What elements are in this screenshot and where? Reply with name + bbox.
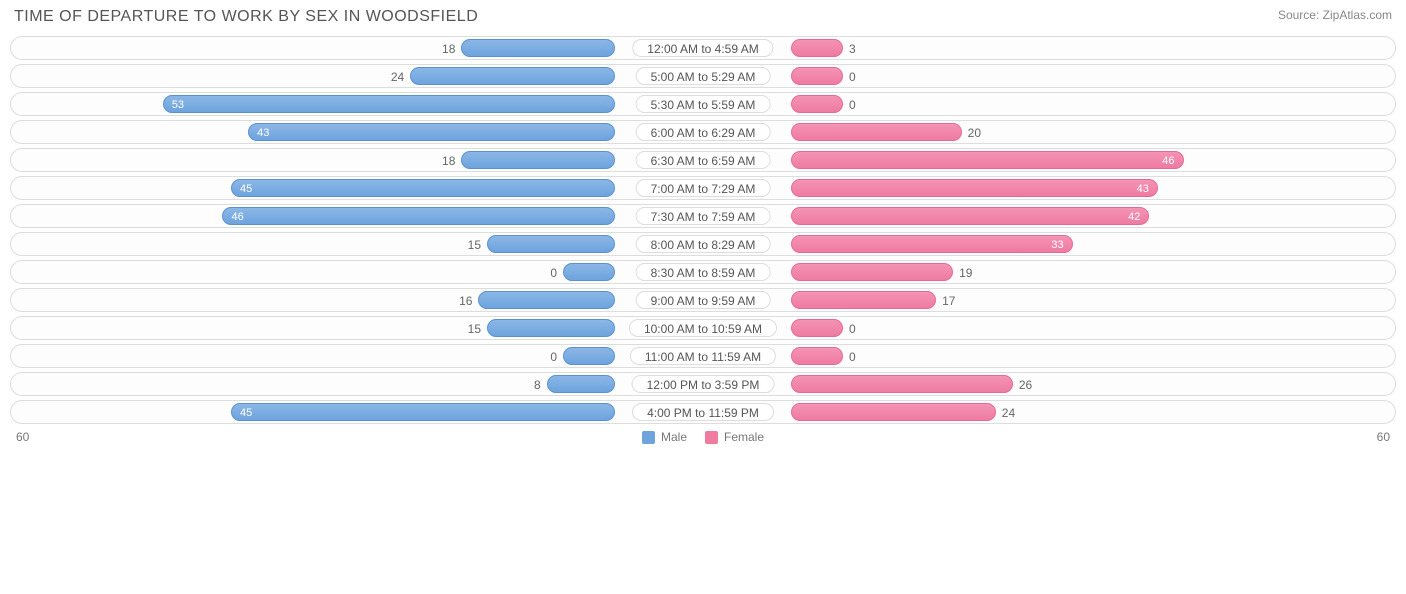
bar-male: 43 <box>248 123 615 141</box>
chart-footer: 60 Male Female 60 <box>10 430 1396 444</box>
bar-value-male: 8 <box>534 375 541 395</box>
chart-row: 16 17 9:00 AM to 9:59 AM <box>10 288 1396 312</box>
category-label: 11:00 AM to 11:59 AM <box>630 347 776 365</box>
bar-male <box>410 67 615 85</box>
category-label: 5:30 AM to 5:59 AM <box>636 95 771 113</box>
bar-value-male: 46 <box>231 208 243 226</box>
chart-row: 15 33 8:00 AM to 8:29 AM <box>10 232 1396 256</box>
category-label: 8:30 AM to 8:59 AM <box>636 263 771 281</box>
bar-male: 45 <box>231 179 615 197</box>
bar-female <box>791 291 936 309</box>
category-label: 10:00 AM to 10:59 AM <box>629 319 777 337</box>
bar-value-female: 42 <box>1128 208 1140 226</box>
bar-value-male: 0 <box>550 263 557 283</box>
bar-value-female: 43 <box>1137 180 1149 198</box>
chart-row: 45 24 4:00 PM to 11:59 PM <box>10 400 1396 424</box>
bar-value-female: 0 <box>849 67 856 87</box>
bar-male: 46 <box>222 207 615 225</box>
bar-male <box>478 291 615 309</box>
chart-rows: 18 3 12:00 AM to 4:59 AM 24 0 5:00 AM to 5:29… <box>10 36 1396 424</box>
bar-male: 53 <box>163 95 615 113</box>
bar-female <box>791 67 843 85</box>
bar-value-female: 26 <box>1019 375 1032 395</box>
bar-value-male: 15 <box>468 235 481 255</box>
bar-male <box>547 375 615 393</box>
bar-value-male: 0 <box>550 347 557 367</box>
bar-female: 46 <box>791 151 1184 169</box>
legend-label-female: Female <box>724 430 764 444</box>
bar-female <box>791 403 996 421</box>
bar-value-female: 0 <box>849 319 856 339</box>
category-label: 7:30 AM to 7:59 AM <box>636 207 771 225</box>
bar-female: 43 <box>791 179 1158 197</box>
bar-value-female: 0 <box>849 347 856 367</box>
bar-value-female: 24 <box>1002 403 1015 423</box>
bar-female <box>791 375 1013 393</box>
chart-row: 8 26 12:00 PM to 3:59 PM <box>10 372 1396 396</box>
chart-container: TIME OF DEPARTURE TO WORK BY SEX IN WOOD… <box>0 0 1406 448</box>
chart-row: 46 42 7:30 AM to 7:59 AM <box>10 204 1396 228</box>
chart-row: 43 20 6:00 AM to 6:29 AM <box>10 120 1396 144</box>
category-label: 12:00 AM to 4:59 AM <box>632 39 773 57</box>
legend: Male Female <box>642 430 764 444</box>
axis-left-max: 60 <box>16 430 29 444</box>
bar-male <box>461 151 615 169</box>
bar-male: 45 <box>231 403 615 421</box>
bar-value-female: 20 <box>968 123 981 143</box>
bar-value-female: 17 <box>942 291 955 311</box>
chart-row: 0 0 11:00 AM to 11:59 AM <box>10 344 1396 368</box>
chart-row: 15 0 10:00 AM to 10:59 AM <box>10 316 1396 340</box>
bar-value-male: 16 <box>459 291 472 311</box>
chart-row: 18 46 6:30 AM to 6:59 AM <box>10 148 1396 172</box>
chart-header: TIME OF DEPARTURE TO WORK BY SEX IN WOOD… <box>10 8 1396 26</box>
axis-right-max: 60 <box>1377 430 1390 444</box>
bar-male <box>461 39 615 57</box>
bar-value-male: 53 <box>172 96 184 114</box>
bar-value-male: 15 <box>468 319 481 339</box>
legend-item-female: Female <box>705 430 764 444</box>
bar-value-female: 33 <box>1051 236 1063 254</box>
category-label: 12:00 PM to 3:59 PM <box>632 375 775 393</box>
bar-value-female: 3 <box>849 39 856 59</box>
category-label: 4:00 PM to 11:59 PM <box>632 403 774 421</box>
bar-value-male: 18 <box>442 39 455 59</box>
chart-row: 45 43 7:00 AM to 7:29 AM <box>10 176 1396 200</box>
category-label: 7:00 AM to 7:29 AM <box>636 179 771 197</box>
bar-male <box>563 263 615 281</box>
chart-title: TIME OF DEPARTURE TO WORK BY SEX IN WOOD… <box>14 8 478 26</box>
legend-label-male: Male <box>661 430 687 444</box>
bar-female: 42 <box>791 207 1149 225</box>
category-label: 6:30 AM to 6:59 AM <box>636 151 771 169</box>
bar-female <box>791 347 843 365</box>
chart-row: 18 3 12:00 AM to 4:59 AM <box>10 36 1396 60</box>
bar-female: 33 <box>791 235 1073 253</box>
bar-female <box>791 123 962 141</box>
category-label: 6:00 AM to 6:29 AM <box>636 123 771 141</box>
bar-value-male: 45 <box>240 180 252 198</box>
bar-value-female: 46 <box>1162 152 1174 170</box>
bar-value-male: 45 <box>240 404 252 422</box>
chart-source: Source: ZipAtlas.com <box>1278 8 1392 22</box>
category-label: 5:00 AM to 5:29 AM <box>636 67 771 85</box>
category-label: 8:00 AM to 8:29 AM <box>636 235 771 253</box>
chart-row: 0 19 8:30 AM to 8:59 AM <box>10 260 1396 284</box>
category-label: 9:00 AM to 9:59 AM <box>636 291 771 309</box>
bar-value-male: 43 <box>257 124 269 142</box>
chart-row: 24 0 5:00 AM to 5:29 AM <box>10 64 1396 88</box>
bar-female <box>791 39 843 57</box>
bar-female <box>791 319 843 337</box>
bar-value-male: 24 <box>391 67 404 87</box>
bar-male <box>487 235 615 253</box>
legend-swatch-male <box>642 431 655 444</box>
bar-male <box>563 347 615 365</box>
bar-value-female: 19 <box>959 263 972 283</box>
bar-value-male: 18 <box>442 151 455 171</box>
chart-row: 53 0 5:30 AM to 5:59 AM <box>10 92 1396 116</box>
bar-female <box>791 95 843 113</box>
bar-male <box>487 319 615 337</box>
legend-swatch-female <box>705 431 718 444</box>
bar-value-female: 0 <box>849 95 856 115</box>
bar-female <box>791 263 953 281</box>
legend-item-male: Male <box>642 430 687 444</box>
